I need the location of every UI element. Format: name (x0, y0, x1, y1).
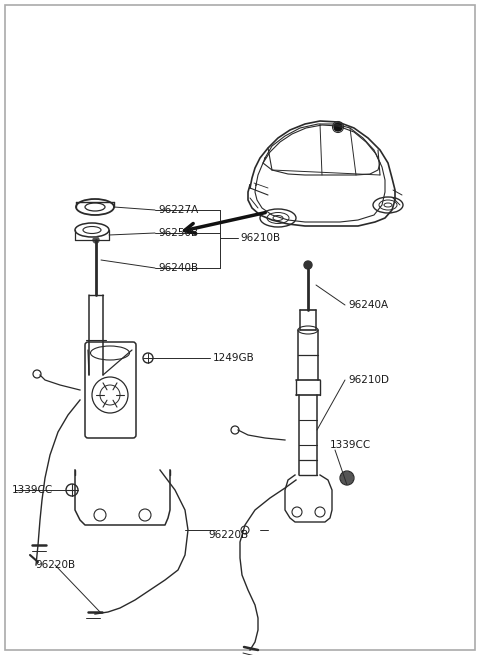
Text: 96210D: 96210D (348, 375, 389, 385)
Circle shape (304, 261, 312, 269)
Circle shape (93, 237, 99, 243)
Text: 96220B: 96220B (208, 530, 248, 540)
Text: 96240A: 96240A (348, 300, 388, 310)
Text: 96210B: 96210B (240, 233, 280, 243)
Text: 1339CC: 1339CC (330, 440, 371, 450)
Text: 1339CC: 1339CC (12, 485, 53, 495)
Text: 96227A: 96227A (158, 205, 198, 215)
Text: 96220B: 96220B (35, 560, 75, 570)
Text: 96240B: 96240B (158, 263, 198, 273)
Circle shape (334, 123, 342, 131)
Circle shape (341, 472, 353, 484)
Text: 96250B: 96250B (158, 228, 198, 238)
Text: 1249GB: 1249GB (213, 353, 255, 363)
